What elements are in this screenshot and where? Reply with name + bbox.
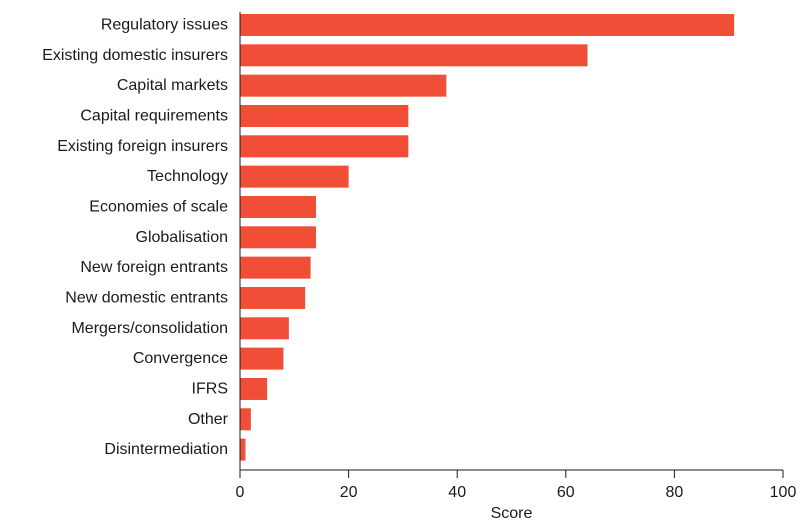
- x-tick-label: 40: [448, 484, 466, 501]
- category-label: Existing domestic insurers: [42, 47, 228, 64]
- bar: [240, 438, 246, 461]
- category-label: Technology: [147, 168, 228, 185]
- bar: [240, 347, 284, 370]
- category-labels: Regulatory issues Existing domestic insur…: [42, 17, 229, 459]
- bar: [240, 377, 268, 400]
- bars-group: [240, 14, 735, 461]
- bar: [240, 135, 409, 158]
- category-label: Capital requirements: [80, 107, 228, 124]
- bar: [240, 195, 317, 218]
- bar: [240, 408, 251, 431]
- category-label: New domestic entrants: [65, 289, 228, 306]
- bar: [240, 14, 735, 36]
- category-label: Other: [188, 411, 229, 428]
- bar: [240, 44, 588, 67]
- x-tick-label: 20: [340, 484, 358, 501]
- bar: [240, 165, 349, 188]
- bar: [240, 256, 311, 279]
- x-tick-label: 100: [770, 484, 797, 501]
- category-label: Capital markets: [117, 77, 228, 94]
- bar: [240, 74, 447, 97]
- category-label: Regulatory issues: [101, 17, 228, 34]
- category-label: Economies of scale: [89, 198, 228, 215]
- category-label: Disintermediation: [104, 441, 228, 458]
- x-tick-label: 80: [666, 484, 684, 501]
- category-label: Existing foreign insurers: [57, 138, 228, 155]
- bar: [240, 226, 317, 249]
- bar: [240, 317, 289, 340]
- bar: [240, 286, 306, 309]
- category-label: IFRS: [192, 380, 228, 397]
- x-ticks-group: 0 20 40 60 80 100: [236, 470, 797, 501]
- category-label: Mergers/consolidation: [71, 320, 228, 337]
- x-axis-title: Score: [491, 505, 533, 522]
- category-label: Convergence: [133, 350, 228, 367]
- category-label: New foreign entrants: [80, 259, 228, 276]
- x-tick-label: 60: [557, 484, 575, 501]
- bar: [240, 104, 409, 127]
- category-label: Globalisation: [136, 229, 229, 246]
- x-tick-label: 0: [236, 484, 245, 501]
